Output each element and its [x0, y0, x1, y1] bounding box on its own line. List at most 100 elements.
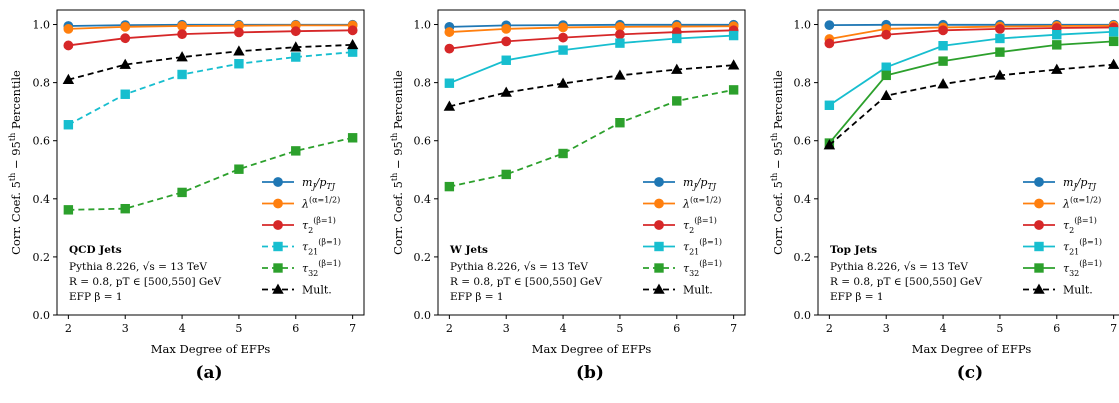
data-point: [557, 77, 569, 88]
x-tick-label: 2: [446, 322, 453, 335]
data-point: [501, 55, 511, 65]
legend-marker: [273, 198, 283, 209]
data-point: [119, 58, 131, 69]
legend-marker: [654, 241, 664, 252]
annotation-line: EFP β = 1: [450, 291, 504, 303]
subfigure-label: (a): [195, 363, 222, 383]
data-point: [995, 33, 1005, 44]
data-point: [501, 23, 512, 34]
x-tick-label: 3: [883, 322, 890, 335]
y-tick-label: 0.6: [794, 135, 812, 148]
annotation-line: Pythia 8.226, √s = 13 TeV: [69, 261, 207, 273]
data-point: [63, 120, 74, 130]
y-tick-label: 1.0: [33, 19, 51, 32]
legend-label: mJ/pTJ: [302, 176, 336, 191]
y-tick-label: 0.2: [794, 251, 812, 264]
series-line-2: [449, 29, 734, 50]
data-point: [120, 89, 130, 99]
legend-marker: [654, 198, 664, 209]
data-point: [290, 26, 301, 37]
subfigure-label: (b): [576, 363, 604, 383]
legend-label: τ32(β=1): [302, 259, 341, 278]
data-point: [880, 89, 892, 100]
annotation-line: R = 0.8, pT ∈ [500,550] GeV: [450, 276, 602, 288]
data-point: [558, 45, 568, 55]
data-point: [291, 52, 301, 62]
annotation-line: Pythia 8.226, √s = 13 TeV: [830, 261, 968, 273]
data-point: [671, 63, 683, 74]
data-point: [1052, 40, 1062, 50]
data-point: [824, 20, 835, 31]
data-point: [881, 70, 891, 81]
data-point: [444, 43, 455, 54]
x-tick-label: 6: [292, 322, 299, 335]
x-tick-label: 6: [673, 322, 680, 335]
plot-frame: [56, 9, 365, 316]
annotation-title: Top Jets: [830, 244, 877, 256]
y-tick-label: 0.6: [33, 135, 51, 148]
series-line-4: [449, 88, 734, 188]
x-axis-label: Max Degree of EFPs: [151, 342, 271, 356]
x-tick-label: 7: [730, 322, 737, 335]
legend-label: τ2(β=1): [302, 216, 336, 235]
series-line-3: [449, 34, 734, 85]
data-point: [614, 69, 626, 80]
data-point: [672, 96, 682, 106]
legend-label: τ32(β=1): [1063, 259, 1102, 278]
data-point: [177, 29, 187, 40]
legend-marker: [273, 241, 283, 252]
y-axis-label: Corr. Coef. 5th − 95th Percentile: [8, 70, 23, 255]
data-point: [1108, 27, 1119, 37]
data-point: [177, 69, 187, 80]
data-point: [444, 78, 455, 88]
legend-marker: [273, 263, 283, 273]
data-point: [346, 38, 359, 50]
legend-marker: [1034, 177, 1044, 187]
x-tick-label: 5: [235, 322, 242, 335]
legend-marker: [653, 283, 665, 294]
data-point: [234, 164, 244, 174]
y-tick-label: 0.2: [33, 251, 51, 264]
series-line-2: [68, 29, 353, 47]
series-line-5: [449, 64, 734, 108]
annotation-line: Pythia 8.226, √s = 13 TeV: [450, 261, 588, 273]
legend-marker: [654, 220, 664, 230]
data-point: [728, 30, 739, 41]
legend-label: Mult.: [1063, 284, 1093, 297]
legend-label: τ2(β=1): [683, 216, 717, 235]
data-point: [120, 33, 131, 44]
series-line-1: [829, 24, 1114, 40]
series-line-4: [828, 40, 1114, 144]
x-tick-label: 5: [616, 322, 623, 335]
series-line-5: [828, 63, 1114, 146]
data-point: [995, 47, 1005, 57]
chart-panel-2: 2 3 4 5 6 7 0.0 0.2 0.4 0.6 0.8 1.0 Max Degree of EF…: [390, 9, 746, 383]
data-point: [176, 51, 188, 62]
data-point: [1052, 29, 1062, 40]
data-point: [558, 148, 568, 159]
legend-marker: [1034, 198, 1044, 209]
y-tick-label: 0.4: [794, 193, 812, 206]
series-line-1: [449, 25, 734, 33]
x-tick-label: 4: [940, 322, 947, 335]
series-line-1: [68, 24, 353, 30]
x-tick-label: 3: [503, 322, 510, 335]
y-tick-label: 0.8: [794, 77, 812, 90]
x-tick-label: 7: [349, 322, 356, 335]
data-point: [558, 32, 568, 43]
legend-label: τ21(β=1): [1063, 238, 1102, 257]
data-point: [824, 100, 835, 110]
data-point: [120, 203, 130, 214]
annotation-line: R = 0.8, pT ∈ [500,550] GeV: [830, 276, 982, 288]
data-point: [881, 62, 891, 72]
data-point: [1051, 63, 1063, 74]
chart-panel-3: 2 3 4 5 6 7 0.0 0.2 0.4 0.6 0.8 1.0 Max Degree of EF…: [770, 9, 1119, 383]
y-tick-label: 0.0: [33, 309, 51, 322]
annotation-line: R = 0.8, pT ∈ [500,550] GeV: [69, 276, 221, 288]
data-point: [177, 187, 187, 198]
legend-label: τ21(β=1): [302, 238, 341, 257]
data-point: [501, 169, 511, 180]
x-axis-label: Max Degree of EFPs: [532, 342, 652, 356]
y-tick-label: 1.0: [794, 19, 812, 32]
x-tick-label: 7: [1110, 322, 1117, 335]
